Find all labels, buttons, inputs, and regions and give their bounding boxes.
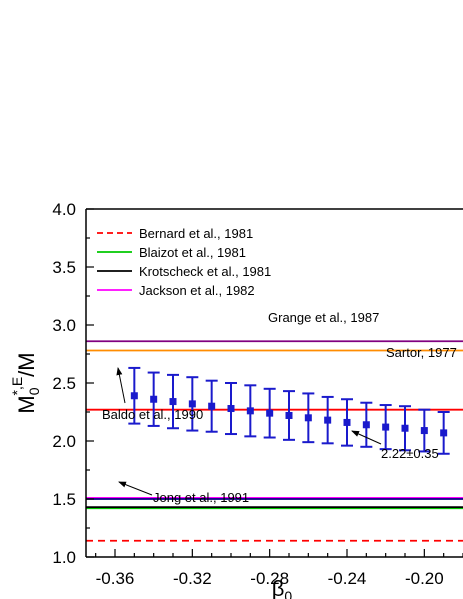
x-tick-label-4: -0.20 (405, 569, 444, 588)
data-point-7 (266, 409, 274, 417)
data-point-1 (150, 395, 158, 403)
x-ticks: -0.36 -0.32 -0.28 -0.24 -0.20 (95, 549, 463, 588)
x-tick-label-3: -0.24 (328, 569, 367, 588)
annotation-result-arrow (351, 430, 382, 445)
data-point-15 (420, 427, 428, 435)
y-tick-label-5: 3.5 (52, 258, 76, 277)
data-point-13 (382, 423, 390, 431)
y-axis-title: M0*,E/M (9, 352, 42, 413)
annotation-baldo: Baldo et al., 1990 (102, 407, 203, 422)
x-tick-label-1: -0.32 (173, 569, 212, 588)
annotation-result: 2.22±0.35 (381, 446, 439, 461)
data-point-2 (169, 398, 177, 406)
x-tick-label-2: -0.28 (250, 569, 289, 588)
data-points (130, 392, 448, 437)
x-tick-label-0: -0.36 (96, 569, 135, 588)
data-point-14 (401, 424, 409, 432)
data-point-0 (130, 392, 138, 400)
x-axis-title: β0 (272, 576, 293, 599)
svg-text:M0*,E/M: M0*,E/M (9, 352, 42, 413)
data-point-9 (304, 414, 312, 422)
data-point-10 (324, 416, 332, 424)
data-point-8 (285, 411, 293, 419)
y-tick-label-3: 2.5 (52, 374, 76, 393)
y-tick-label-0: 1.0 (52, 548, 76, 567)
legend-label-bernard: Bernard et al., 1981 (139, 226, 253, 241)
annotation-jong-arrow (118, 481, 153, 496)
data-point-11 (343, 418, 351, 426)
annotation-grange: Grange et al., 1987 (268, 310, 379, 325)
annotation-baldo-arrow (116, 367, 126, 404)
y-tick-label-4: 3.0 (52, 316, 76, 335)
y-tick-label-2: 2.0 (52, 432, 76, 451)
axes (85, 208, 463, 558)
data-point-12 (362, 421, 370, 429)
data-point-5 (227, 405, 235, 413)
legend: Bernard et al., 1981 Blaizot et al., 198… (97, 226, 271, 298)
legend-label-blaizot: Blaizot et al., 1981 (139, 245, 246, 260)
legend-label-jackson: Jackson et al., 1982 (139, 283, 255, 298)
annotation-sartor: Sartor, 1977 (386, 345, 457, 360)
legend-label-krotscheck: Krotscheck et al., 1981 (139, 264, 271, 279)
data-point-3 (188, 400, 196, 408)
data-point-6 (246, 407, 254, 415)
data-point-16 (440, 429, 448, 437)
annotations: Grange et al., 1987 Sartor, 1977 Baldo e… (102, 310, 457, 505)
y-ticks: 1.0 1.5 2.0 2.5 3.0 3.5 4.0 (52, 200, 94, 567)
annotation-jong: Jong et al., 1991 (153, 490, 249, 505)
data-point-4 (208, 402, 216, 410)
y-tick-label-1: 1.5 (52, 490, 76, 509)
y-tick-label-6: 4.0 (52, 200, 76, 219)
reference-lines (86, 340, 463, 542)
